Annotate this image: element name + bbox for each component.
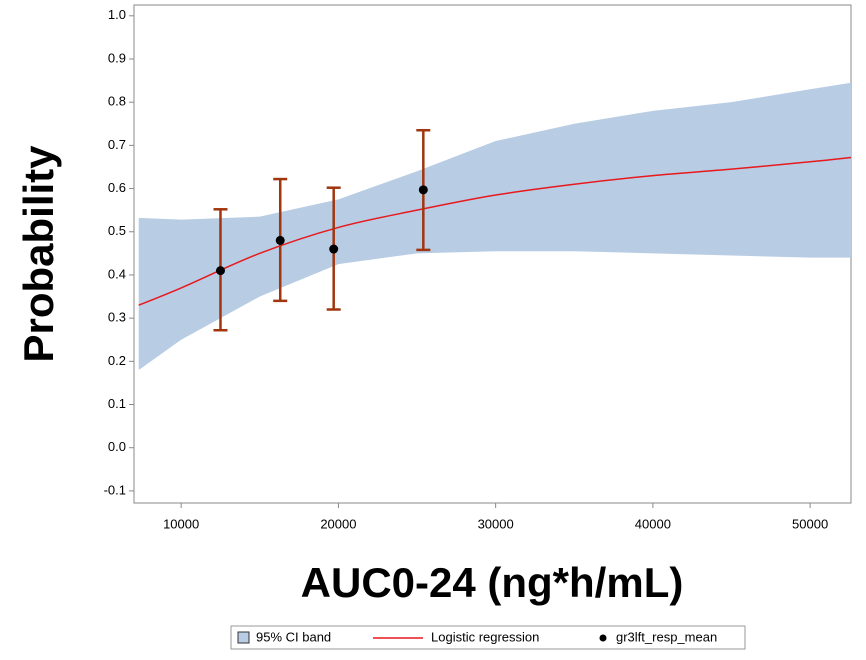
legend-label: 95% CI band	[256, 629, 331, 644]
data-point	[215, 266, 225, 276]
ci-band	[138, 82, 851, 370]
y-tick-label: 0.2	[108, 353, 126, 368]
data-point	[275, 235, 285, 245]
y-tick-label: 0.1	[108, 396, 126, 411]
regression-line	[138, 156, 852, 306]
y-tick-label: 0.0	[108, 439, 126, 454]
x-tick-label: 30000	[478, 516, 514, 531]
x-tick-label: 10000	[163, 516, 199, 531]
x-axis-title: AUC0-24 (ng*h/mL)	[301, 559, 684, 606]
y-tick-label: 0.4	[108, 266, 126, 281]
y-tick-label: 0.3	[108, 310, 126, 325]
y-tick-label: 0.5	[108, 223, 126, 238]
y-tick-label: 0.9	[108, 50, 126, 65]
y-tick-label: -0.1	[104, 482, 126, 497]
x-tick-label: 40000	[635, 516, 671, 531]
legend-label: Logistic regression	[431, 629, 539, 644]
y-tick-label: 0.6	[108, 180, 126, 195]
y-tick-label: 0.8	[108, 94, 126, 109]
legend-label: gr3lft_resp_mean	[616, 629, 717, 644]
y-axis-title: Probability	[15, 145, 62, 363]
legend-swatch	[237, 631, 250, 644]
x-tick-label: 50000	[792, 516, 828, 531]
x-tick-label: 20000	[320, 516, 356, 531]
y-tick-label: 1.0	[108, 7, 126, 22]
y-tick-label: 0.7	[108, 137, 126, 152]
data-point	[418, 185, 428, 195]
legend-frame	[230, 625, 746, 650]
legend-swatch	[599, 634, 607, 642]
data-point	[329, 244, 339, 254]
